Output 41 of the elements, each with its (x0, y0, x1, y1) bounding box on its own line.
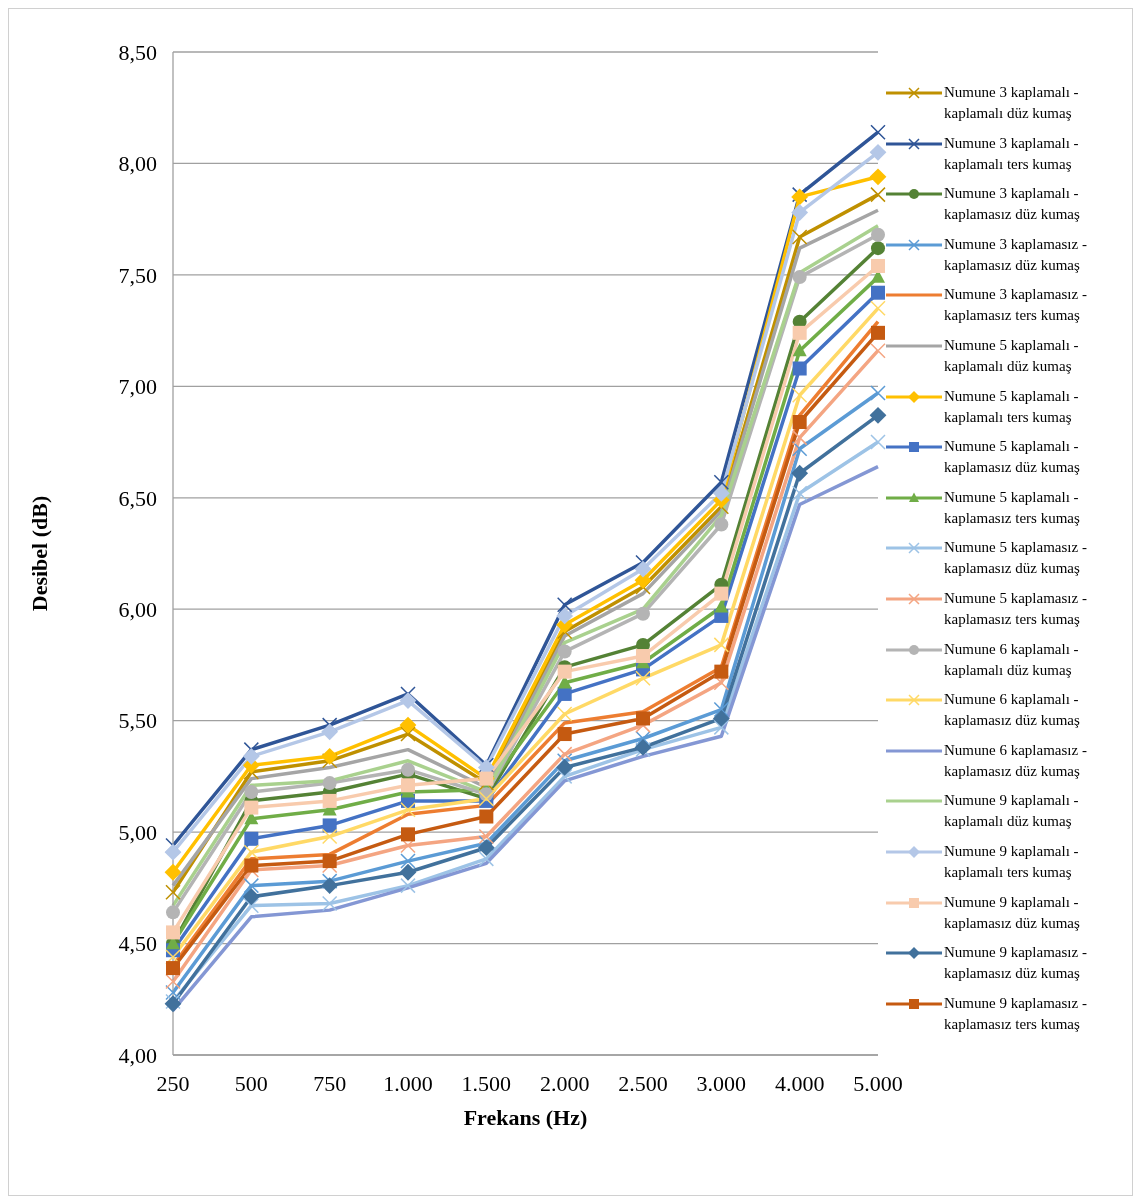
legend-label: Numune 9 kaplamalı - kaplamalı ters kumaş (944, 841, 1080, 882)
y-tick-label: 5,00 (118, 819, 157, 845)
x-tick-label: 2.000 (539, 1070, 590, 1096)
y-axis-title: Desibel (dB) (26, 495, 52, 612)
y-tick-label: 8,00 (118, 151, 157, 177)
x-tick-label: 750 (313, 1070, 347, 1096)
y-tick-label: 7,00 (118, 374, 157, 400)
y-tick-label: 4,50 (118, 931, 157, 957)
legend-label: Numune 3 kaplamasız - kaplamasız ters kumaş (944, 285, 1088, 326)
legend-label: Numune 3 kaplamasız - kaplamasız düz kumaş (944, 234, 1088, 275)
legend-label: Numune 5 kaplamalı - kaplamasız ters kumaş (944, 487, 1081, 528)
legend-label: Numune 3 kaplamalı - kaplamalı ters kumaş (944, 133, 1080, 174)
x-axis-title: Frekans (Hz) (463, 1105, 588, 1130)
legend-label: Numune 5 kaplamalı - kaplamalı düz kumaş (944, 335, 1080, 376)
x-tick-label: 1.000 (383, 1070, 433, 1096)
y-tick-label: 5,50 (118, 708, 157, 734)
x-tick-label: 3.000 (696, 1070, 747, 1096)
legend-label: Numune 3 kaplamalı - kaplamasız düz kumaş (944, 184, 1081, 225)
legend-label: Numune 5 kaplamasız - kaplamasız ters kumaş (944, 588, 1088, 629)
x-tick-label: 1.500 (461, 1070, 512, 1096)
legend-label: Numune 9 kaplamalı - kaplamasız düz kumaş (944, 892, 1081, 933)
legend-label: Numune 5 kaplamalı - kaplamalı ters kumaş (944, 386, 1080, 427)
legend-label: Numune 3 kaplamalı - kaplamalı düz kumaş (944, 83, 1080, 123)
legend-label: Numune 9 kaplamasız - kaplamasız ters kumaş (944, 993, 1088, 1034)
x-tick-label: 2.500 (618, 1070, 668, 1096)
legend-label: Numune 9 kaplamalı - kaplamalı düz kumaş (944, 791, 1080, 832)
x-tick-label: 250 (156, 1070, 190, 1096)
y-tick-label: 4,00 (118, 1042, 157, 1068)
legend-label: Numune 5 kaplamasız - kaplamasız düz kumaş (944, 538, 1088, 579)
legend-label: Numune 5 kaplamalı - kaplamasız düz kumaş (944, 437, 1081, 478)
y-tick-label: 8,50 (118, 39, 157, 65)
legend-label: Numune 6 kaplamasız - kaplamasız düz kumaş (944, 740, 1088, 781)
legend-label: Numune 6 kaplamalı - kaplamasız düz kumaş (944, 690, 1081, 731)
legend-label: Numune 6 kaplamalı - kaplamalı düz kumaş (944, 639, 1080, 680)
y-tick-label: 6,50 (118, 485, 157, 511)
legend-label: Numune 9 kaplamasız - kaplamasız düz kumaş (944, 943, 1088, 984)
x-tick-label: 5.000 (853, 1070, 903, 1096)
x-tick-label: 4.000 (774, 1070, 825, 1096)
x-tick-label: 500 (234, 1070, 268, 1096)
y-tick-label: 7,50 (118, 262, 157, 288)
y-tick-label: 6,00 (118, 597, 157, 623)
